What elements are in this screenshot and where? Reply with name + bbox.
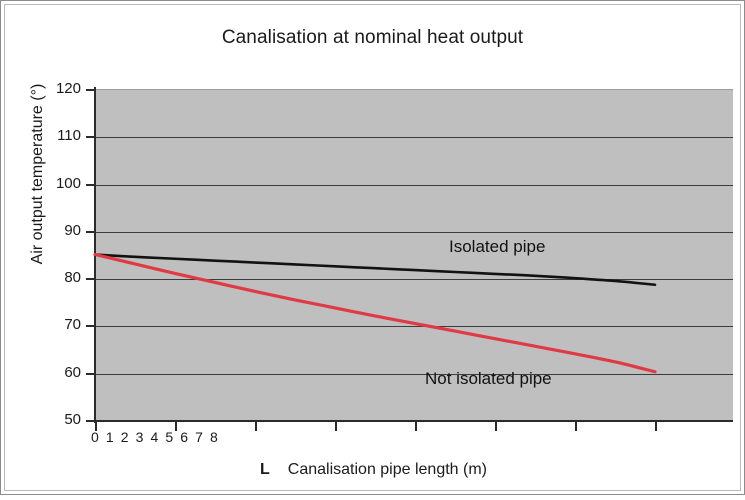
y-axis-tick-label: 120 (55, 80, 81, 97)
y-axis-tick (86, 230, 95, 233)
x-axis-tick-labels: 0 1 2 3 4 5 6 7 8 (91, 429, 220, 445)
series-label-not-isolated-pipe: Not isolated pipe (425, 369, 552, 388)
y-gridline (95, 326, 733, 328)
y-gridline (95, 231, 733, 233)
y-axis-tick-label: 70 (64, 316, 81, 334)
y-axis-tick (86, 136, 95, 139)
x-axis-tick (655, 421, 657, 431)
y-gridline (95, 184, 733, 186)
x-axis-title: L Canalisation pipe length (m) (260, 461, 487, 479)
y-axis-tick-label: 100 (55, 174, 81, 192)
x-axis-tick (575, 421, 577, 431)
y-gridline (95, 373, 733, 375)
x-axis-tick (95, 421, 97, 431)
y-axis-title: Air output temperature (°) (29, 83, 46, 265)
x-axis-tick (495, 421, 497, 431)
y-axis-tick (86, 183, 95, 186)
x-axis-tick (255, 421, 257, 431)
y-gridline (95, 137, 733, 139)
chart-title: Canalisation at nominal heat output (221, 27, 524, 48)
y-axis-tick-label: 80 (64, 269, 81, 287)
plot-area (95, 89, 733, 422)
y-axis-tick-label: 50 (64, 411, 81, 428)
x-axis-tick (335, 421, 337, 431)
x-axis-tick (415, 421, 417, 431)
y-axis-tick (86, 325, 95, 328)
y-axis-tick-label: 110 (57, 127, 81, 145)
y-axis-tick (86, 420, 95, 422)
x-axis-symbol: L (260, 461, 270, 478)
y-axis-tick (86, 372, 95, 375)
series-label-isolated-pipe: Isolated pipe (449, 237, 546, 256)
y-axis-tick (86, 89, 95, 91)
chart-figure-inner: Canalisation at nominal heat output 120 1… (4, 4, 741, 491)
y-axis-tick-label: 90 (64, 221, 81, 239)
y-gridline (95, 279, 733, 281)
x-axis-title-text: Canalisation pipe length (m) (287, 461, 487, 478)
y-axis-tick (86, 278, 95, 281)
x-axis-line (94, 420, 733, 422)
x-axis-tick (175, 421, 177, 431)
y-axis-tick-label: 60 (64, 363, 81, 381)
